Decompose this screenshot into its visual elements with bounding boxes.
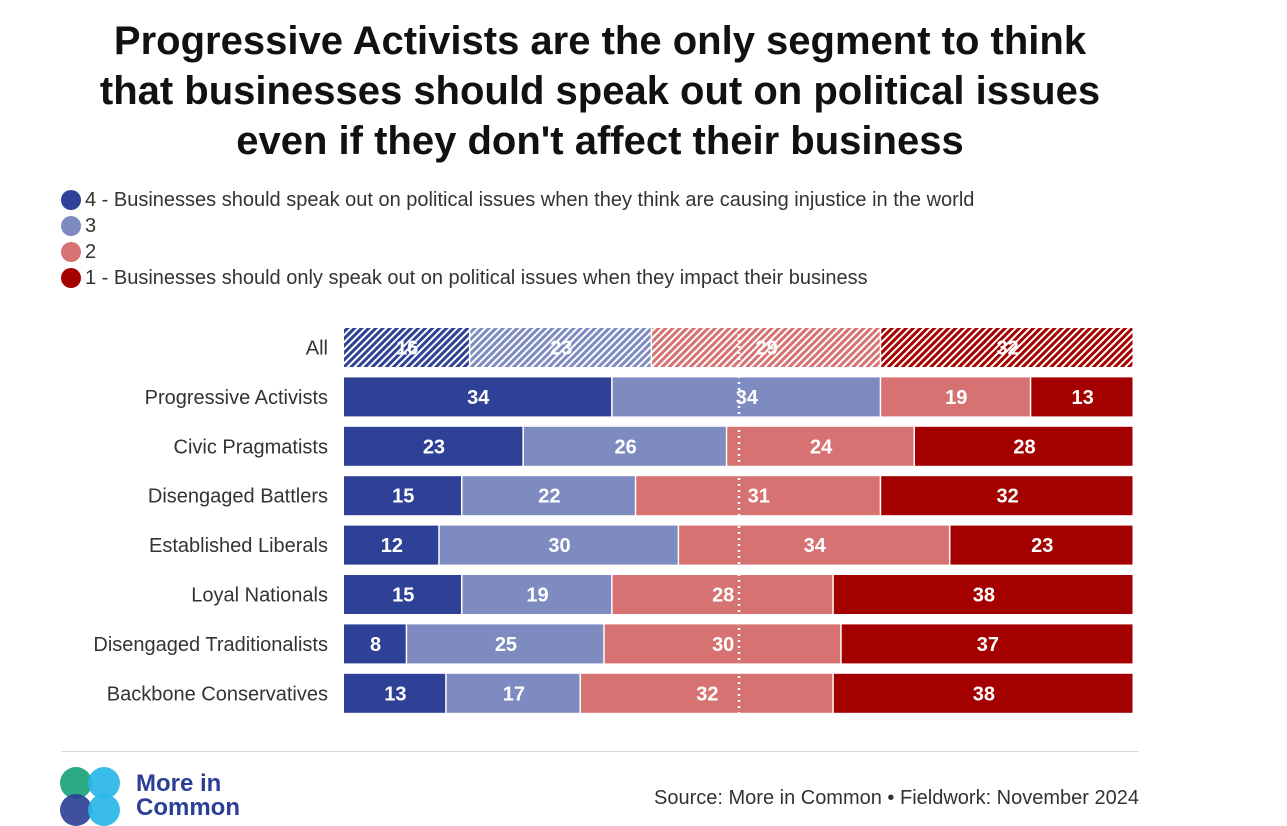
logo-text-line: Common bbox=[136, 794, 240, 821]
legend-swatch bbox=[61, 268, 81, 288]
data-label: 15 bbox=[392, 585, 414, 607]
data-label: 30 bbox=[712, 634, 734, 656]
bar-segment bbox=[612, 377, 880, 417]
category-label: Disengaged Traditionalists bbox=[93, 634, 328, 656]
data-label: 25 bbox=[495, 634, 517, 656]
data-label: 22 bbox=[538, 486, 560, 508]
chart-title-line: even if they don't affect their business bbox=[236, 119, 964, 163]
bar-segment bbox=[833, 575, 1133, 614]
bar-segment bbox=[1031, 377, 1133, 417]
bar-segment bbox=[881, 476, 1133, 516]
bar-segment bbox=[344, 476, 461, 516]
bar-segment bbox=[439, 525, 678, 565]
data-label: 31 bbox=[748, 486, 770, 508]
logo-text: More in Common bbox=[136, 772, 240, 820]
legend-item: 3 bbox=[61, 213, 974, 239]
category-label: Established Liberals bbox=[149, 535, 328, 557]
category-label: Backbone Conservatives bbox=[107, 683, 328, 705]
data-label: 16 bbox=[396, 338, 418, 360]
legend-label: 3 bbox=[85, 214, 97, 237]
bar-segment bbox=[881, 328, 1133, 367]
data-label: 30 bbox=[548, 535, 570, 557]
data-label: 19 bbox=[945, 387, 967, 409]
chart-title-line: that businesses should speak out on poli… bbox=[99, 69, 1101, 113]
data-label: 23 bbox=[1031, 535, 1053, 557]
chart-title-line: Progressive Activists are the only segme… bbox=[113, 19, 1087, 63]
data-label: 13 bbox=[384, 683, 406, 705]
legend-item: 1 - Businesses should only speak out on … bbox=[61, 265, 974, 291]
data-label: 19 bbox=[526, 585, 548, 607]
bar-segment bbox=[344, 673, 446, 713]
bar-segment bbox=[344, 575, 461, 614]
bar-segment bbox=[833, 673, 1133, 713]
category-label: Disengaged Battlers bbox=[148, 486, 328, 508]
bar-segment bbox=[914, 426, 1133, 466]
bar-segment bbox=[612, 575, 833, 614]
legend-swatch bbox=[61, 216, 81, 236]
category-label: Progressive Activists bbox=[145, 387, 328, 409]
bar-segment bbox=[344, 624, 406, 664]
data-label: 26 bbox=[614, 436, 636, 458]
bar-segment bbox=[470, 328, 651, 367]
bar-segment bbox=[636, 476, 880, 516]
category-label: Loyal Nationals bbox=[191, 585, 328, 607]
bar-segment bbox=[727, 426, 914, 466]
legend-swatch bbox=[61, 242, 81, 262]
chart-title: Progressive Activists are the only segme… bbox=[40, 16, 1160, 166]
legend-item: 4 - Businesses should speak out on polit… bbox=[61, 187, 974, 213]
legend-label: 2 bbox=[85, 240, 97, 263]
data-label: 38 bbox=[973, 585, 995, 607]
bar-segment bbox=[344, 328, 469, 367]
bar-segment bbox=[462, 476, 635, 516]
bar-segment bbox=[446, 673, 580, 713]
data-label: 23 bbox=[550, 338, 572, 360]
legend-item: 2 bbox=[61, 239, 974, 265]
bar-segment bbox=[462, 575, 612, 614]
data-label: 37 bbox=[977, 634, 999, 656]
more-in-common-logo: More in Common bbox=[60, 767, 240, 826]
legend-label: 4 - Businesses should speak out on polit… bbox=[85, 188, 975, 211]
bar-segment bbox=[679, 525, 949, 565]
data-label: 38 bbox=[973, 683, 995, 705]
data-label: 34 bbox=[736, 387, 759, 409]
data-label: 8 bbox=[370, 634, 381, 656]
category-label: All bbox=[306, 338, 328, 360]
source-note: Source: More in Common • Fieldwork: Nove… bbox=[654, 787, 1139, 809]
data-label: 32 bbox=[996, 338, 1018, 360]
data-label: 29 bbox=[756, 338, 778, 360]
bar-segment bbox=[950, 525, 1133, 565]
data-label: 24 bbox=[810, 436, 833, 458]
legend-swatch bbox=[61, 190, 81, 210]
data-label: 34 bbox=[804, 535, 827, 557]
bar-segment bbox=[652, 328, 880, 367]
legend-label: 1 - Businesses should only speak out on … bbox=[85, 266, 868, 289]
data-label: 17 bbox=[503, 683, 525, 705]
data-label: 34 bbox=[467, 387, 490, 409]
bar-segment bbox=[344, 525, 439, 565]
bar-segment bbox=[604, 624, 841, 664]
category-label: Civic Pragmatists bbox=[174, 436, 328, 458]
chart-legend: 4 - Businesses should speak out on polit… bbox=[61, 187, 974, 291]
bar-segment bbox=[841, 624, 1133, 664]
data-label: 32 bbox=[996, 486, 1018, 508]
logo-text-line: More in bbox=[136, 770, 222, 797]
data-label: 23 bbox=[423, 436, 445, 458]
bar-segment bbox=[523, 426, 726, 466]
bar-segment bbox=[344, 377, 612, 417]
bar-segment bbox=[344, 426, 523, 466]
footer-divider bbox=[61, 751, 1139, 752]
logo-mark-icon bbox=[60, 767, 120, 826]
data-label: 32 bbox=[696, 683, 718, 705]
bar-segment bbox=[407, 624, 604, 664]
stacked-bar-chart: All 16 23 29 32 Progressive Activists 34 34 19 13… bbox=[93, 328, 1133, 713]
data-label: 28 bbox=[712, 585, 734, 607]
data-label: 13 bbox=[1072, 387, 1094, 409]
data-label: 28 bbox=[1013, 436, 1035, 458]
data-label: 15 bbox=[392, 486, 414, 508]
bar-segment bbox=[881, 377, 1030, 417]
bar-segment bbox=[581, 673, 833, 713]
data-label: 12 bbox=[381, 535, 403, 557]
